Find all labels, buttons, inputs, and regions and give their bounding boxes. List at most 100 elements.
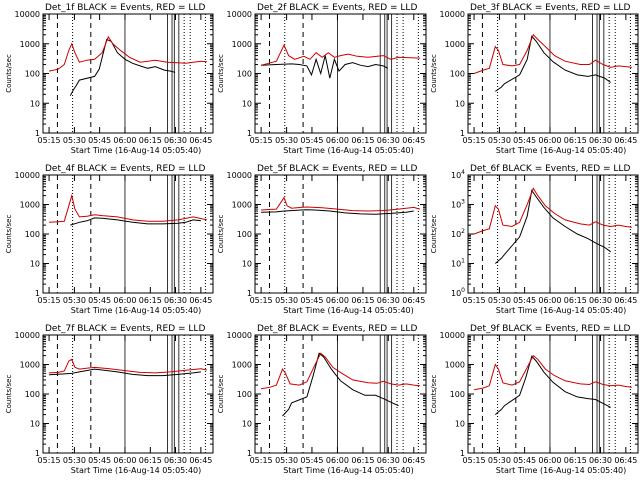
x-tick-label: 05:45 [513, 136, 536, 145]
y-tick-label: 1000 [232, 201, 252, 210]
x-tick-label: 06:30 [589, 136, 612, 145]
x-tick-label: 06:00 [326, 456, 349, 465]
series-events [494, 189, 611, 264]
y-axis-label: Counts/sec [217, 54, 225, 93]
x-tick-label: 06:00 [538, 296, 561, 305]
panel-det-2: Det_2f BLACK = Events, RED = LLD 1 10 100 10… [217, 3, 427, 155]
y-tick-label: 10 [242, 420, 252, 429]
series-lld [49, 193, 208, 223]
y-tick-label: 1000 [445, 40, 465, 49]
plot-frame [254, 334, 427, 454]
y-tick-label: 100 [237, 390, 252, 399]
y-axis-label: Counts/sec [5, 54, 13, 93]
x-axis-label: Start Time (16-Aug-14 05:05:40) [71, 306, 202, 315]
y-tick-label: 100 [450, 390, 465, 399]
x-tick-label: 06:00 [538, 136, 561, 145]
x-tick-label: 05:15 [38, 456, 61, 465]
x-tick-label: 05:45 [513, 456, 536, 465]
y-tick-label: 10 [242, 99, 252, 108]
x-tick-label: 06:30 [589, 456, 612, 465]
y-tick-label: 100 [450, 70, 465, 79]
y-axis-label: Counts/sec [5, 375, 13, 414]
plot-frame [42, 174, 214, 294]
x-tick-label: 06:00 [113, 296, 136, 305]
panel-title: Det_6f BLACK = Events, RED = LLD [470, 164, 630, 174]
y-axis-label: Counts/sec [430, 215, 438, 254]
y-tick-label: 10000 [227, 10, 252, 19]
x-tick-label: 06:00 [326, 136, 349, 145]
y-tick-label: 1 [247, 449, 252, 458]
series-lld [261, 352, 420, 390]
x-tick-label: 05:45 [300, 296, 323, 305]
x-tick-label: 05:30 [488, 296, 511, 305]
x-axis-label: Start Time (16-Aug-14 05:05:40) [283, 146, 414, 155]
x-tick-label: 05:45 [300, 456, 323, 465]
y-tick-label: 1 [460, 129, 465, 138]
panel-title: Det_1f BLACK = Events, RED = LLD [45, 3, 205, 13]
y-tick-label: 10000 [227, 331, 252, 340]
y-tick-label: 101 [451, 258, 465, 269]
plot-frame [467, 334, 639, 454]
x-tick-label: 06:15 [564, 456, 587, 465]
y-tick-label: 1 [247, 129, 252, 138]
y-tick-label: 100 [237, 230, 252, 239]
y-tick-label: 10 [455, 420, 465, 429]
x-tick-label: 06:15 [351, 136, 374, 145]
y-tick-label: 100 [25, 70, 40, 79]
series-lld [260, 43, 420, 66]
y-tick-label: 10000 [15, 331, 40, 340]
x-tick-label: 06:15 [564, 296, 587, 305]
series-lld [261, 196, 421, 212]
y-tick-label: 100 [237, 70, 252, 79]
x-tick-label: 05:30 [63, 136, 86, 145]
x-axis-label: Start Time (16-Aug-14 05:05:40) [283, 466, 414, 475]
x-tick-label: 06:30 [589, 296, 612, 305]
series-events [494, 355, 611, 415]
panel-det-8: Det_8f BLACK = Events, RED = LLD 1 10 100 10… [217, 324, 427, 475]
x-tick-label: 05:30 [275, 456, 298, 465]
y-tick-label: 10000 [15, 171, 40, 180]
y-tick-label: 1 [460, 449, 465, 458]
y-tick-label: 102 [451, 228, 465, 239]
y-axis-label: Counts/sec [5, 215, 13, 254]
x-tick-label: 05:30 [63, 456, 86, 465]
y-tick-label: 104 [451, 169, 465, 180]
x-tick-label: 06:15 [351, 296, 374, 305]
y-tick-label: 103 [451, 199, 465, 210]
plot-frame [467, 13, 639, 134]
y-tick-label: 10000 [15, 10, 40, 19]
y-axis-label: Counts/sec [217, 215, 225, 254]
y-tick-label: 10000 [227, 171, 252, 180]
x-tick-label: 06:30 [164, 136, 187, 145]
y-tick-label: 10 [30, 420, 40, 429]
x-tick-label: 06:15 [139, 136, 162, 145]
x-axis-label: Start Time (16-Aug-14 05:05:40) [496, 146, 627, 155]
y-tick-label: 10 [242, 260, 252, 269]
x-tick-label: 05:30 [275, 296, 298, 305]
x-tick-label: 05:30 [63, 296, 86, 305]
y-tick-label: 10 [455, 99, 465, 108]
plot-frame [42, 334, 214, 454]
x-tick-label: 06:45 [189, 136, 212, 145]
y-tick-label: 100 [25, 390, 40, 399]
y-axis-label: Counts/sec [217, 375, 225, 414]
x-tick-label: 05:15 [463, 456, 486, 465]
panel-det-9: Det_9f BLACK = Events, RED = LLD 1 10 100 10… [430, 324, 639, 475]
y-tick-label: 1 [35, 129, 40, 138]
x-tick-label: 05:45 [300, 136, 323, 145]
y-axis-label: Counts/sec [430, 54, 438, 93]
panel-det-5: Det_5f BLACK = Events, RED = LLD 1 10 100 10… [217, 164, 427, 315]
plot-frame [254, 174, 427, 294]
x-axis-label: Start Time (16-Aug-14 05:05:40) [283, 306, 414, 315]
x-tick-label: 06:45 [614, 296, 637, 305]
x-tick-label: 05:15 [463, 136, 486, 145]
series-lld [49, 358, 208, 374]
x-tick-label: 05:15 [250, 456, 273, 465]
x-tick-label: 06:15 [564, 136, 587, 145]
panel-det-4: Det_4f BLACK = Events, RED = LLD 1 10 100 10… [5, 164, 214, 315]
x-tick-label: 05:15 [38, 136, 61, 145]
x-tick-label: 06:45 [402, 456, 425, 465]
y-tick-label: 1 [247, 289, 252, 298]
y-tick-label: 1 [35, 289, 40, 298]
x-tick-label: 05:30 [488, 456, 511, 465]
